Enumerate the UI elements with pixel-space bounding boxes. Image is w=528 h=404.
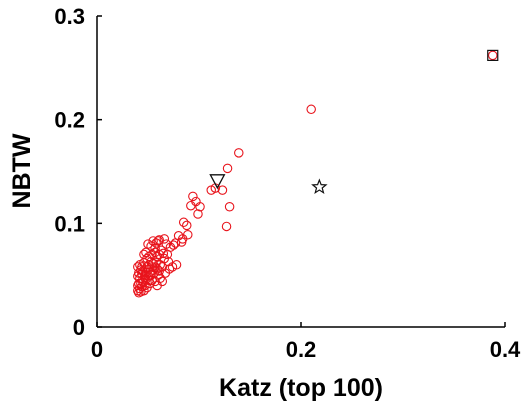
x-tick-label: 0	[91, 337, 103, 362]
data-point-circle	[154, 266, 164, 276]
y-tick-label: 0.2	[54, 108, 85, 133]
ticks: 0 0.2 0.4 0 0.1 0.2 0.3	[54, 4, 521, 362]
data-point-circle	[134, 288, 144, 298]
data-point-circle	[217, 185, 228, 195]
data-point-circle	[206, 185, 216, 195]
data-point-square	[487, 49, 499, 61]
x-tick-label: 0.4	[490, 337, 521, 362]
data-point-circle	[145, 278, 155, 289]
data-point-star	[311, 178, 328, 195]
y-tick-label: 0.1	[54, 211, 85, 236]
y-tick-label: 0	[73, 315, 85, 340]
y-axis-label: NBTW	[8, 133, 36, 208]
data-point-circle	[133, 280, 143, 291]
data-point-circle	[161, 239, 172, 249]
data-point-circle	[141, 247, 151, 258]
data-point-circle	[154, 235, 164, 245]
data-point-circle	[159, 234, 170, 244]
data-point-circle	[176, 237, 187, 247]
data-point-circle	[139, 285, 149, 296]
x-tick-label: 0.2	[286, 337, 317, 362]
data-point-circle	[182, 220, 192, 231]
data-point-circle	[178, 217, 189, 228]
data-point-circle	[195, 201, 205, 212]
data-point-circle	[306, 104, 316, 115]
data-point-circle	[222, 163, 233, 174]
y-tick-label: 0.3	[54, 4, 85, 29]
x-axis-label: Katz (top 100)	[219, 374, 383, 402]
data-point-circle	[157, 276, 168, 287]
data-point-circle	[488, 50, 498, 61]
data-point-circle	[171, 260, 182, 270]
data-point-circle	[224, 201, 235, 212]
data-point-circle	[188, 191, 198, 202]
data-point-triangle	[209, 174, 226, 190]
data-point-circle	[148, 236, 158, 246]
data-point-circle	[221, 221, 232, 232]
data-point-circle	[186, 200, 196, 211]
data-point-circle	[193, 209, 203, 219]
data-point-circle	[168, 240, 179, 250]
plot-area	[133, 49, 499, 298]
data-point-circle	[234, 148, 244, 158]
data-point-circle	[164, 264, 175, 274]
